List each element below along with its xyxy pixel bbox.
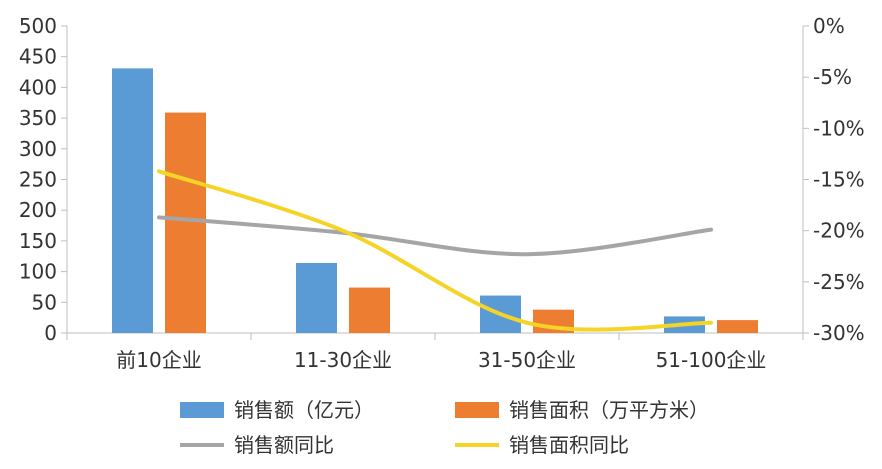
left-axis-tick-label: 350 <box>19 106 57 130</box>
bar-1 <box>296 263 337 333</box>
category-label: 31-50企业 <box>478 348 576 372</box>
category-label: 51-100企业 <box>656 348 767 372</box>
legend-label: 销售额（亿元） <box>234 398 374 422</box>
axes-group: 0 50 100 150 200 250 300 350 400 450 500 0% -5% -10% -… <box>19 14 865 345</box>
left-axis-tick-label: 100 <box>19 260 57 284</box>
right-axis-tick-label: -25% <box>813 270 865 294</box>
bar-2 <box>165 112 206 333</box>
right-axis-tick-label: -30% <box>813 321 865 345</box>
bar-2 <box>349 287 390 333</box>
legend-swatch <box>180 402 224 418</box>
legend-label: 销售面积（万平方米） <box>509 398 709 422</box>
line-1 <box>157 215 713 257</box>
right-axis-tick-label: -15% <box>813 168 865 192</box>
left-axis-tick-label: 0 <box>44 321 57 345</box>
legend-label: 销售面积同比 <box>509 433 629 457</box>
lines-group <box>157 169 713 332</box>
right-axis-tick-label: -10% <box>813 116 865 140</box>
left-axis-tick-label: 50 <box>32 290 57 314</box>
right-axis-tick-label: 0% <box>813 14 845 38</box>
legend-swatch <box>455 402 499 418</box>
left-axis-tick-label: 200 <box>19 198 57 222</box>
left-axis-tick-label: 300 <box>19 137 57 161</box>
right-axis-tick-label: -20% <box>813 219 865 243</box>
category-labels-group: 前10企业 11-30企业 31-50企业 51-100企业 <box>116 348 766 372</box>
bar-1 <box>112 68 153 333</box>
left-axis-tick-label: 450 <box>19 45 57 69</box>
right-axis-tick-label: -5% <box>813 65 852 89</box>
category-label: 11-30企业 <box>294 348 392 372</box>
bars-group <box>112 68 758 333</box>
left-axis-tick-label: 150 <box>19 229 57 253</box>
line-2 <box>157 169 713 332</box>
category-label: 前10企业 <box>116 348 201 372</box>
bar-2 <box>717 320 758 333</box>
left-axis-tick-label: 500 <box>19 14 57 38</box>
left-axis-tick-label: 400 <box>19 75 57 99</box>
left-axis-tick-label: 250 <box>19 168 57 192</box>
legend-label: 销售额同比 <box>234 433 334 457</box>
legend: 销售额（亿元） 销售面积（万平方米） 销售额同比 销售面积同比 <box>180 398 709 457</box>
